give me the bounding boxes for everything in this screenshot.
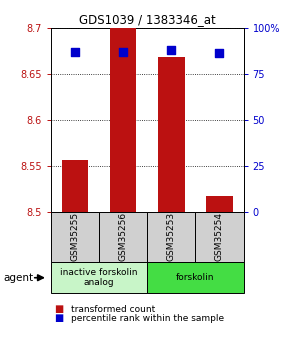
Point [169,47,174,52]
Bar [158,57,184,212]
Point [217,51,222,56]
Text: percentile rank within the sample: percentile rank within the sample [71,314,224,323]
Bar [206,197,233,212]
Text: transformed count: transformed count [71,305,155,314]
Text: inactive forskolin
analog: inactive forskolin analog [60,268,138,287]
Bar [110,28,136,212]
Bar [61,160,88,212]
Text: ■: ■ [54,313,63,323]
Text: GSM35256: GSM35256 [119,211,128,261]
Text: GSM35255: GSM35255 [70,211,79,261]
Bar [51,262,147,293]
Text: agent: agent [3,273,33,283]
Text: ■: ■ [54,305,63,314]
Text: forskolin: forskolin [176,273,215,282]
Bar [99,212,147,262]
Text: GSM35253: GSM35253 [167,211,176,261]
Text: GSM35254: GSM35254 [215,212,224,261]
Title: GDS1039 / 1383346_at: GDS1039 / 1383346_at [79,13,215,27]
Point [72,49,77,55]
Bar [195,212,244,262]
Bar [147,212,195,262]
Bar [51,212,99,262]
Point [121,49,125,55]
Bar [147,262,244,293]
